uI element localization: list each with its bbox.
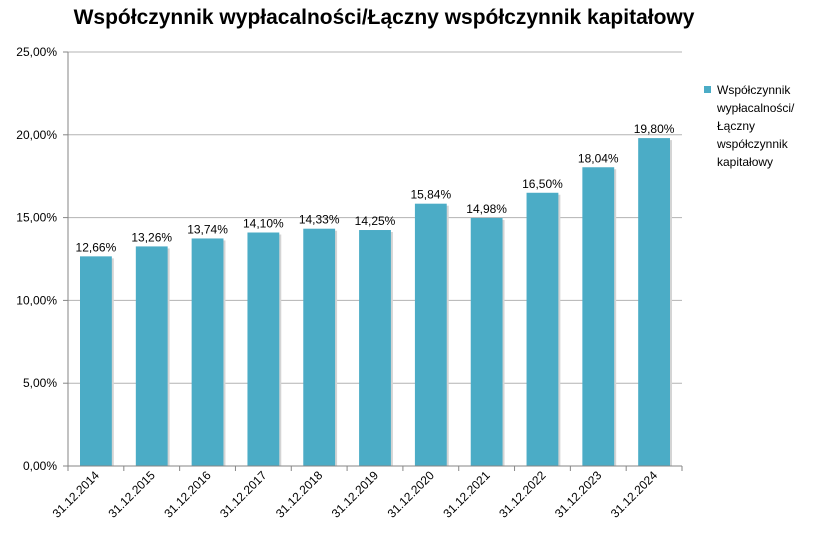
y-tick-label: 25,00% [16,45,57,59]
legend-swatch [704,86,711,93]
data-label: 14,33% [299,213,340,227]
chart-title: Współczynnik wypłacalności/Łączny współc… [73,6,695,29]
data-label: 14,10% [243,217,284,231]
bars [80,138,672,466]
data-label: 13,26% [131,230,172,244]
data-labels: 12,66% 13,26% 13,74% 14,10% 14,33% 14,25% 15,8… [76,122,675,254]
data-label: 16,50% [522,177,563,191]
bar [359,230,391,466]
axes [67,52,682,467]
y-tick-label: 20,00% [16,128,57,142]
data-label: 12,66% [76,240,117,254]
legend-label: Współczynnik wypłacalności/ Łączny współ… [717,83,795,169]
x-tick-label: 31.12.2014 [50,468,103,521]
y-tick-label: 10,00% [16,293,57,307]
bar [526,192,559,466]
bar [303,228,336,466]
bar [470,217,503,466]
x-tick-label: 31.12.2023 [552,468,605,521]
bar [191,238,224,466]
data-label: 14,25% [355,214,396,228]
bar [135,246,168,466]
bar [247,232,280,466]
y-tick-label: 15,00% [16,211,57,225]
y-tick-label: 5,00% [23,376,57,390]
x-tick-label: 31.12.2019 [329,468,382,521]
x-tick-label: 31.12.2022 [496,468,549,521]
data-label: 18,04% [578,151,619,165]
x-tick-label: 31.12.2015 [105,468,158,521]
data-label: 14,98% [466,202,507,216]
data-label: 19,80% [634,122,675,136]
bar [80,256,112,466]
x-tick-label: 31.12.2020 [385,468,438,521]
bar [414,203,447,466]
y-tick-label: 0,00% [23,459,57,473]
data-label: 15,84% [410,188,451,202]
x-tick-label: 31.12.2017 [217,468,270,521]
x-tick-label: 31.12.2016 [161,468,214,521]
bar [638,138,670,466]
bar [582,167,615,466]
x-tick-label: 31.12.2018 [273,468,326,521]
x-tick-label: 31.12.2024 [608,468,661,521]
data-label: 13,74% [187,222,228,236]
x-axis-ticks: 31.12.2014 31.12.2015 31.12.2016 31.12.2017… [50,466,683,521]
x-tick-label: 31.12.2021 [440,468,493,521]
y-axis-ticks: 0,00% 5,00% 10,00% 15,00% 20,00% 25,00% [16,45,68,473]
